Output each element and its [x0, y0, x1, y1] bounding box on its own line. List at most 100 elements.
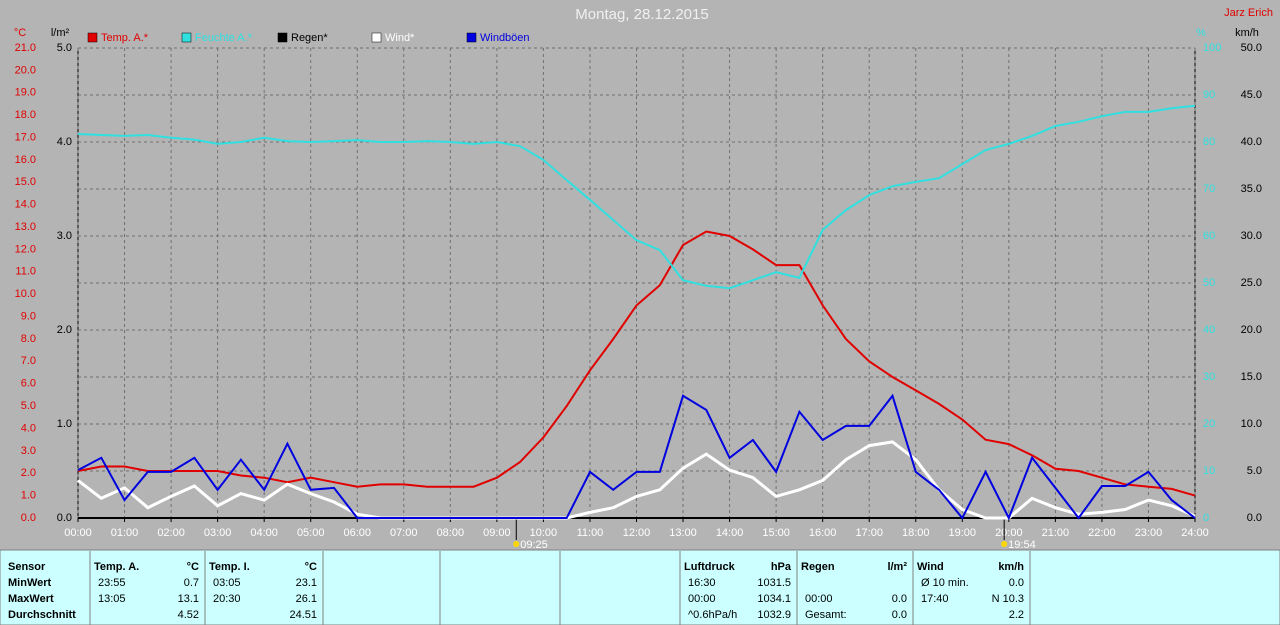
- cell-value: 23.1: [296, 577, 317, 589]
- x-tick-label: 03:00: [204, 527, 232, 539]
- row-label: Sensor: [8, 561, 46, 573]
- row-label: MaxWert: [8, 593, 54, 605]
- legend-label: Temp. A.*: [101, 32, 149, 44]
- cell-value: 26.1: [296, 593, 317, 605]
- y-tick-label: 35.0: [1241, 183, 1262, 195]
- y-tick-label: 0: [1203, 512, 1209, 524]
- y-tick-label: 20.0: [1241, 324, 1262, 336]
- column-unit: km/h: [998, 561, 1024, 573]
- legend-swatch: [371, 32, 382, 43]
- x-tick-label: 22:00: [1088, 527, 1116, 539]
- cell-time: 00:00: [805, 593, 833, 605]
- axis-unit: km/h: [1235, 27, 1259, 39]
- x-tick-label: 21:00: [1042, 527, 1070, 539]
- y-tick-label: 7.0: [21, 355, 36, 367]
- sun-icon: [513, 541, 520, 547]
- y-tick-label: 0.0: [57, 512, 72, 524]
- axis-unit: l/m²: [51, 27, 70, 39]
- y-tick-label: 30.0: [1241, 230, 1262, 242]
- column-header: Luftdruck: [684, 561, 736, 573]
- column-header: Wind: [917, 561, 944, 573]
- y-tick-label: 0.0: [21, 512, 36, 524]
- cell-value: 1032.9: [757, 609, 791, 621]
- y-tick-label: 5.0: [21, 400, 36, 412]
- chart-title: Montag, 28.12.2015: [575, 6, 708, 23]
- series-line: [77, 104, 1196, 290]
- legend-swatch: [181, 32, 192, 43]
- legend-swatch: [277, 32, 288, 43]
- y-tick-label: 10.0: [1241, 418, 1262, 430]
- axis-unit: °C: [14, 27, 26, 39]
- y-tick-label: 3.0: [57, 230, 72, 242]
- y-tick-label: 40: [1203, 324, 1215, 336]
- legend-swatch: [466, 32, 477, 43]
- column-unit: hPa: [771, 561, 792, 573]
- y-tick-label: 17.0: [15, 131, 36, 143]
- x-tick-label: 13:00: [669, 527, 697, 539]
- y-tick-label: 3.0: [21, 445, 36, 457]
- y-tick-label: 80: [1203, 136, 1215, 148]
- cell-value: 0.0: [892, 593, 907, 605]
- y-tick-label: 6.0: [21, 378, 36, 390]
- cell-value: 0.0: [1009, 577, 1024, 589]
- row-label: Durchschnitt: [8, 609, 76, 621]
- y-tick-label: 20.0: [15, 64, 36, 76]
- x-tick-label: 09:00: [483, 527, 511, 539]
- cell-value: 0.7: [184, 577, 199, 589]
- y-tick-label: 21.0: [15, 42, 36, 54]
- cell-value: 0.0: [892, 609, 907, 621]
- y-tick-label: 13.0: [15, 221, 36, 233]
- cell-value: 4.52: [178, 609, 199, 621]
- legend-label: Feuchte A.*: [195, 32, 253, 44]
- row-label: MinWert: [8, 577, 52, 589]
- column-header: Regen: [801, 561, 835, 573]
- y-tick-label: 70: [1203, 183, 1215, 195]
- x-tick-label: 04:00: [250, 527, 278, 539]
- y-tick-label: 45.0: [1241, 89, 1262, 101]
- sun-icon: [1001, 541, 1008, 547]
- column-header: Temp. I.: [209, 561, 250, 573]
- y-tick-label: 8.0: [21, 333, 36, 345]
- y-tick-label: 20: [1203, 418, 1215, 430]
- y-tick-label: 50.0: [1241, 42, 1262, 54]
- y-tick-label: 50: [1203, 277, 1215, 289]
- y-tick-label: 4.0: [57, 136, 72, 148]
- author: Jarz Erich: [1224, 7, 1273, 19]
- legend-label: Windböen: [480, 32, 530, 44]
- cell-time: 23:55: [98, 577, 126, 589]
- y-tick-label: 15.0: [15, 176, 36, 188]
- x-tick-label: 19:00: [949, 527, 977, 539]
- column-unit: °C: [305, 561, 317, 573]
- x-tick-label: 10:00: [530, 527, 558, 539]
- stats-table: [0, 549, 1280, 625]
- axis-unit: %: [1196, 27, 1206, 39]
- y-tick-label: 2.0: [57, 324, 72, 336]
- x-tick-label: 11:00: [577, 527, 604, 539]
- legend-label: Wind*: [385, 32, 415, 44]
- y-tick-label: 1.0: [57, 418, 72, 430]
- cell-time: 13:05: [98, 593, 126, 605]
- legend-label: Regen*: [291, 32, 328, 44]
- column-header: Temp. A.: [94, 561, 139, 573]
- cell-time: 03:05: [213, 577, 241, 589]
- cell-time: Gesamt:: [805, 609, 847, 621]
- series-line: [77, 393, 1196, 521]
- y-tick-label: 30: [1203, 371, 1215, 383]
- sun-time: 09:25: [520, 539, 548, 551]
- y-tick-label: 5.0: [57, 42, 72, 54]
- y-tick-label: 9.0: [21, 310, 36, 322]
- x-tick-label: 15:00: [762, 527, 790, 539]
- cell-time: ^0.6hPa/h: [688, 609, 737, 621]
- x-tick-label: 16:00: [809, 527, 837, 539]
- cell-time: Ø 10 min.: [921, 577, 969, 589]
- y-tick-label: 16.0: [15, 154, 36, 166]
- x-tick-label: 20:00: [995, 527, 1023, 539]
- y-tick-label: 0.0: [1247, 512, 1262, 524]
- y-tick-label: 100: [1203, 42, 1221, 54]
- x-tick-label: 02:00: [157, 527, 185, 539]
- sun-time: 19:54: [1008, 539, 1036, 551]
- x-tick-label: 05:00: [297, 527, 325, 539]
- cell-time: 00:00: [688, 593, 716, 605]
- x-tick-label: 01:00: [111, 527, 139, 539]
- column-unit: °C: [187, 561, 199, 573]
